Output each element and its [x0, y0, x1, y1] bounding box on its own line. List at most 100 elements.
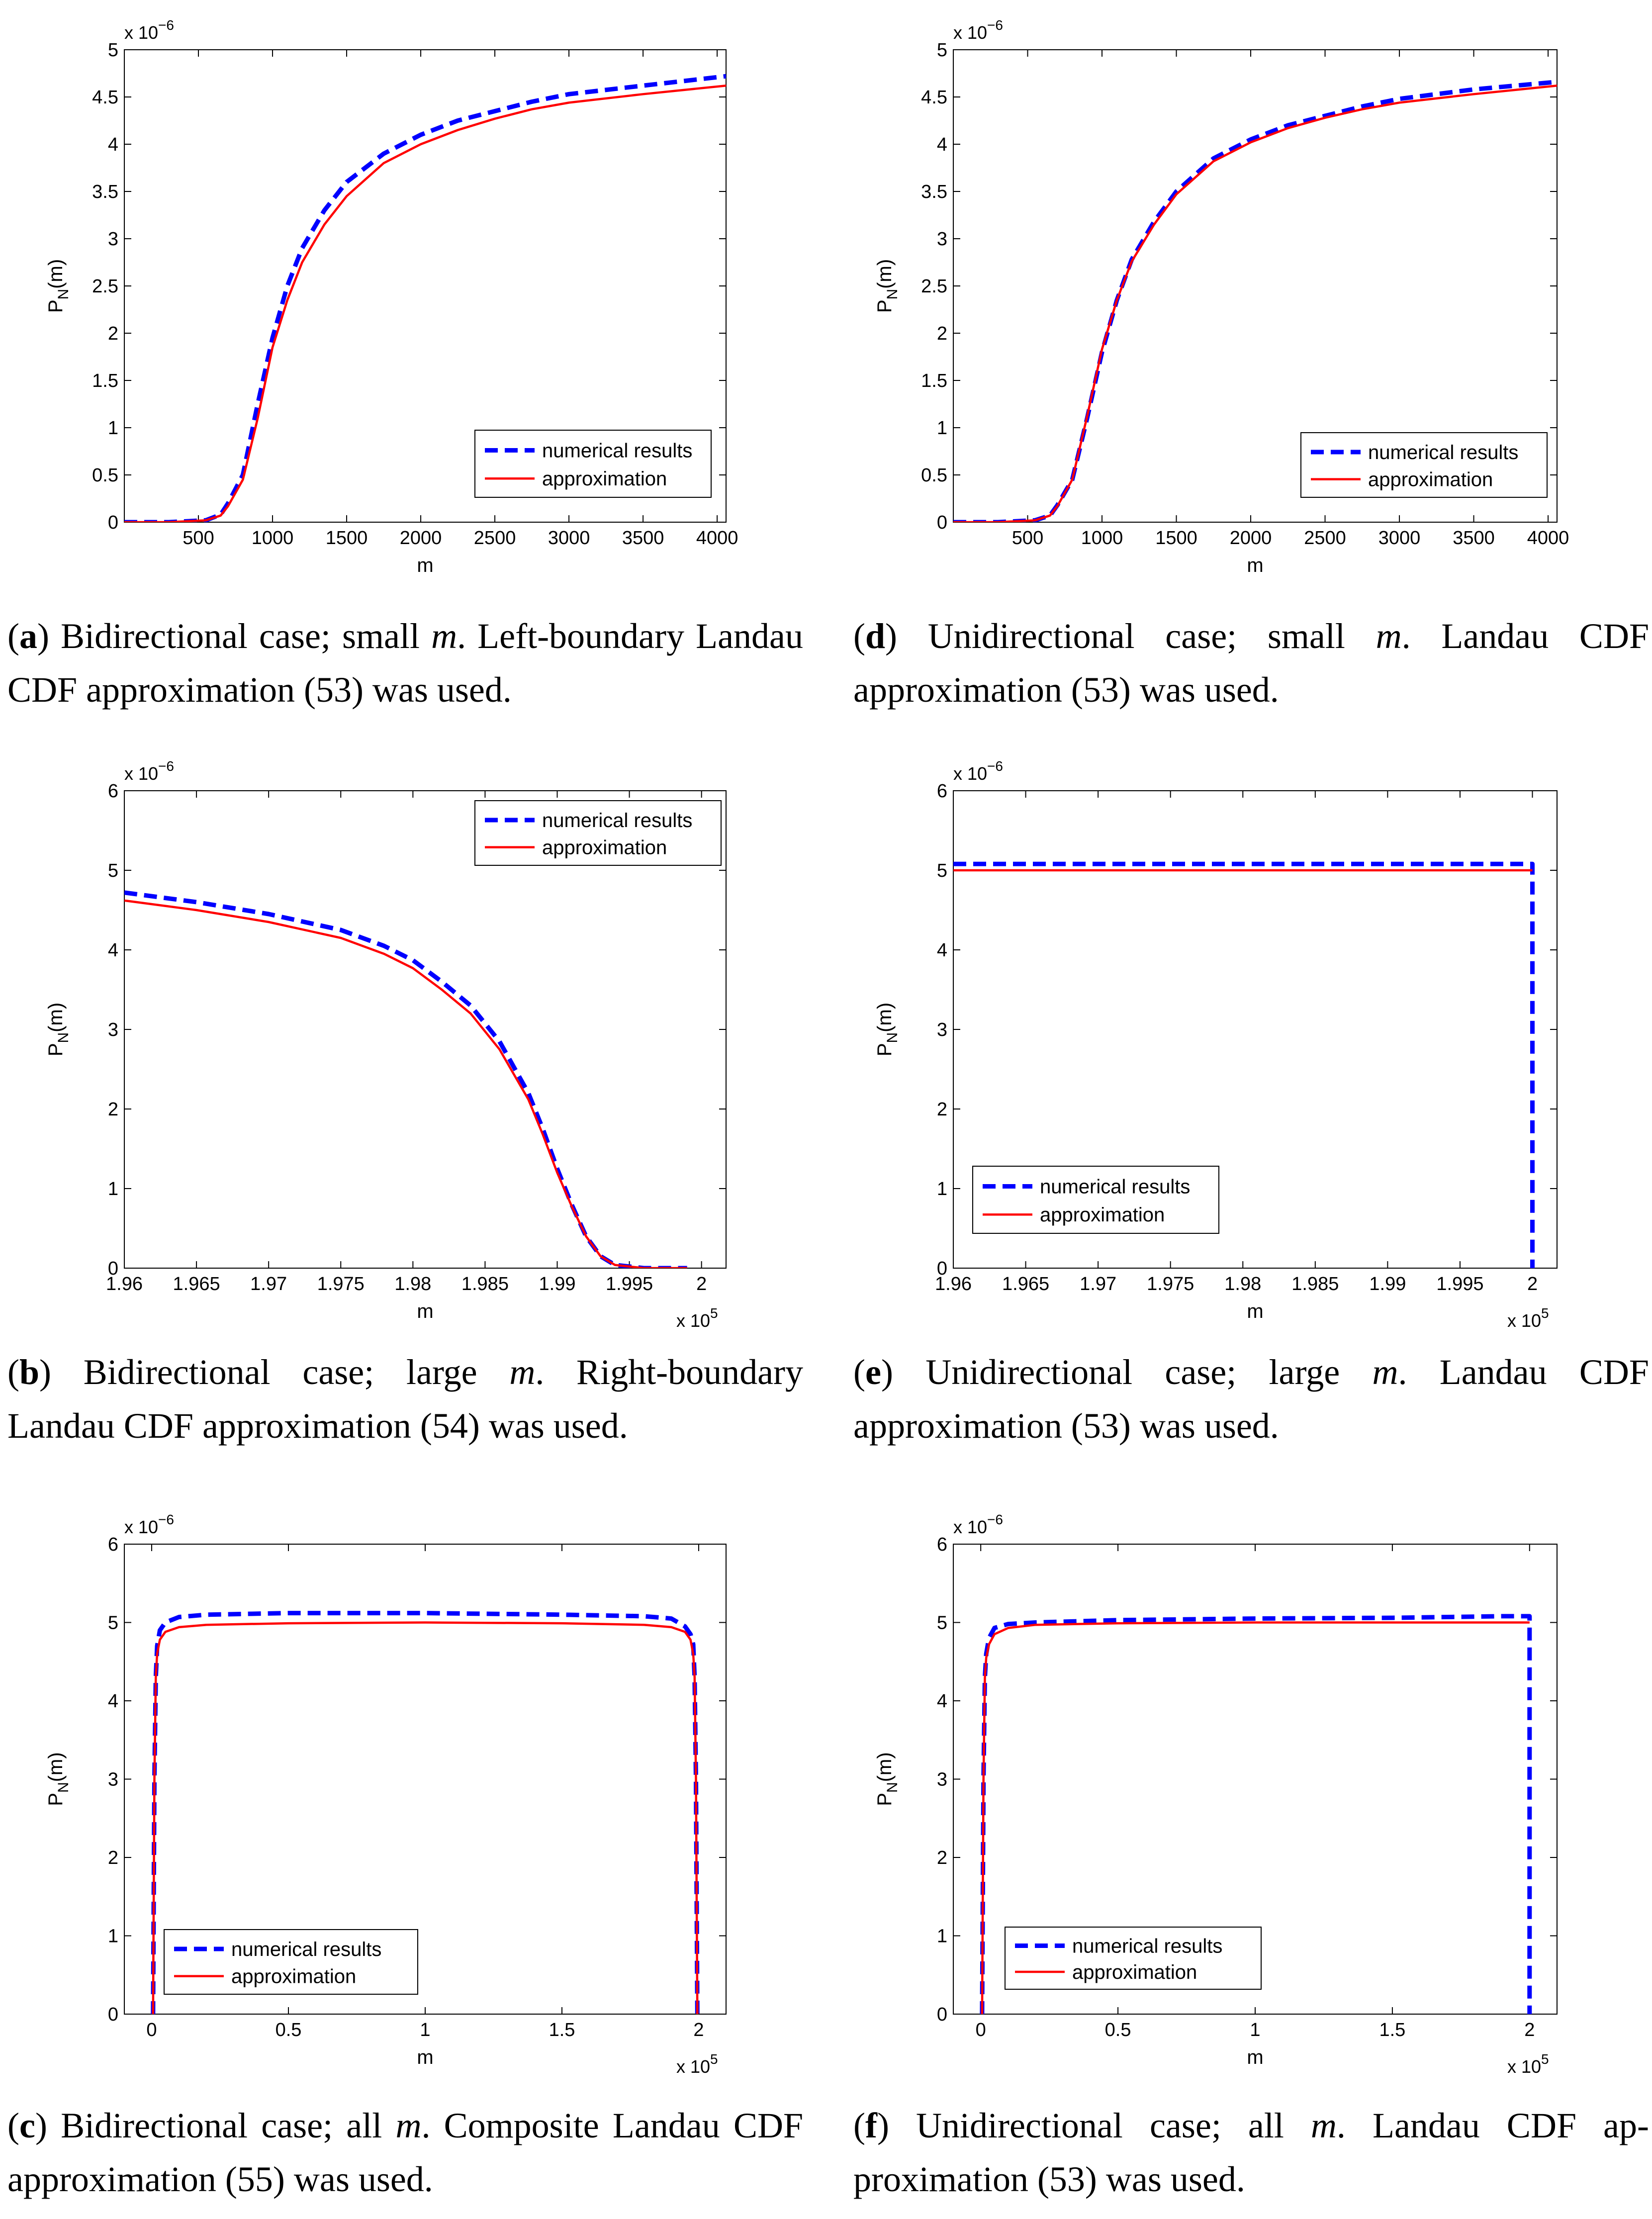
x-tick-label: 1.975	[317, 1274, 365, 1294]
y-exponent-label: x 10−6	[124, 758, 174, 784]
x-tick-label: 0	[976, 2020, 986, 2040]
y-tick-label: 1.5	[921, 370, 947, 391]
x-tick-label: 1.985	[1291, 1274, 1339, 1294]
y-tick-label: 2	[937, 1099, 947, 1120]
x-exponent-base: x 10	[676, 2056, 710, 2077]
caption-variable: m	[395, 2106, 422, 2145]
y-tick-label: 1	[108, 1926, 118, 1947]
y-exponent-label: x 10−6	[953, 1512, 1003, 1537]
x-axis-label: m	[417, 2046, 433, 2068]
series-numerical-results	[953, 861, 1535, 1268]
caption-e: (e) Unidirectional case; large m. Landau…	[853, 1352, 1649, 1446]
x-tick-label: 1.965	[173, 1274, 220, 1294]
legend-label: numerical results	[542, 810, 692, 832]
y-tick-label: 1	[937, 1179, 947, 1200]
caption-variable: m	[1376, 616, 1402, 656]
caption-text: . Landau CDF ap-	[1336, 2106, 1649, 2145]
x-tick-label: 0.5	[275, 2020, 302, 2040]
x-tick-label: 3000	[1378, 528, 1421, 549]
x-tick-label: 2	[696, 1274, 707, 1294]
y-exponent-label: x 10−6	[124, 1512, 174, 1537]
caption-variable: m	[431, 616, 458, 656]
x-axis-label: m	[417, 1300, 433, 1322]
y-axis-label: PN(m)	[874, 1752, 901, 1806]
caption-letter: b	[19, 1352, 40, 1392]
caption-text: . Landau CDF	[1398, 1352, 1649, 1392]
y-tick-label: 0	[108, 1258, 118, 1279]
series-numerical-results	[151, 1611, 700, 2014]
x-tick-label: 1.975	[1147, 1274, 1194, 1294]
panel-b: 1.96 1.965 1.97 1.975 1.98 1.985 1.99 1.995 2 0 1 2…	[0, 736, 826, 1492]
y-axis-label: PN(m)	[874, 1003, 901, 1056]
legend-label: numerical results	[1072, 1936, 1222, 1957]
legend-label: numerical results	[542, 440, 692, 462]
y-tick-label: 2.5	[921, 276, 947, 297]
legend-label: approximation	[231, 1966, 356, 1988]
y-tick-label: 4	[937, 940, 947, 961]
x-tick-label: 500	[1012, 528, 1043, 549]
x-axis-label: m	[1247, 2046, 1263, 2068]
y-tick-label: 0	[108, 2004, 118, 2025]
caption-text: Unidirectional case; small	[927, 616, 1376, 656]
y-tick-label: 5	[108, 1613, 118, 1634]
x-tick-label: 1.98	[1224, 1274, 1261, 1294]
series-approximation	[981, 1621, 1530, 2014]
y-exponent-base: x 10	[953, 22, 987, 43]
panel-a: 500 1000 1500 2000 2500 3000 3500 4000 0 0.5 1 1.5 2…	[0, 0, 826, 736]
caption-text: . Composite Landau	[421, 2106, 720, 2145]
chart-e: 1.96 1.965 1.97 1.975 1.98 1.985 1.99 1.995 2 0 1 2…	[874, 758, 1558, 1331]
x-tick-label: 1.99	[539, 1274, 576, 1294]
y-tick-label: 0	[108, 512, 118, 533]
legend-box	[1300, 432, 1548, 498]
x-exponent-label: x 105	[676, 1305, 718, 1331]
y-exponent-label: x 10−6	[953, 17, 1003, 43]
y-axis-label: PN(m)	[45, 259, 72, 313]
y-tick-label: 4	[108, 1691, 118, 1712]
legend-box	[474, 430, 712, 498]
series-approximation	[152, 1621, 699, 2014]
x-exponent-base: x 10	[1507, 2056, 1541, 2077]
legend-label: approximation	[1368, 469, 1493, 491]
x-tick-label: 4000	[696, 528, 738, 549]
legend-label: approximation	[542, 837, 667, 859]
caption-variable: m	[509, 1352, 536, 1392]
y-axis-label: PN(m)	[45, 1752, 72, 1806]
legend-label: approximation	[1040, 1204, 1165, 1226]
y-tick-label: 6	[108, 781, 118, 802]
x-axis-label: m	[1247, 1300, 1263, 1322]
series-approximation	[124, 899, 687, 1268]
x-tick-label: 1	[420, 2020, 430, 2040]
caption-d: (d) Unidirectional case; small m. Landau…	[853, 616, 1649, 710]
caption-b: (b) Bidirectional case; large m. Right-b…	[7, 1352, 803, 1446]
y-exponent-base: x 10	[953, 1517, 987, 1537]
x-tick-label: 1.99	[1369, 1274, 1406, 1294]
y-tick-label: 2.5	[92, 276, 118, 297]
legend-label: numerical results	[231, 1939, 381, 1960]
caption-text: proximation (53) was used.	[853, 2159, 1245, 2199]
x-exponent-power: 5	[1541, 1305, 1549, 1321]
caption-text: Unidirectional case; large	[925, 1352, 1373, 1392]
legend-label: approximation	[1072, 1961, 1197, 1983]
x-tick-label: 1.985	[461, 1274, 509, 1294]
y-tick-label: 1	[937, 418, 947, 439]
caption-letter: c	[19, 2106, 35, 2145]
x-tick-label: 1500	[1155, 528, 1197, 549]
caption-text: Bidirectional case; all	[61, 2106, 396, 2145]
x-exponent-power: 5	[710, 2051, 718, 2067]
x-tick-label: 500	[183, 528, 214, 549]
y-tick-label: 4.5	[92, 87, 118, 108]
y-tick-label: 0	[937, 512, 947, 533]
y-exponent-power: −6	[987, 758, 1003, 774]
x-exponent-label: x 105	[1507, 1305, 1549, 1331]
chart-b: 1.96 1.965 1.97 1.975 1.98 1.985 1.99 1.995 2 0 1 2…	[45, 758, 727, 1331]
chart-d: 500 1000 1500 2000 2500 3000 3500 4000 0 0.5 1 1.5 2…	[874, 17, 1569, 576]
y-exponent-label: x 10−6	[953, 758, 1003, 784]
y-tick-label: 0	[937, 2004, 947, 2025]
x-exponent-base: x 10	[676, 1310, 710, 1331]
y-tick-label: 6	[108, 1534, 118, 1555]
caption-text: CDF approximation (55) was used.	[7, 2106, 804, 2199]
y-tick-label: 1	[108, 1179, 118, 1200]
caption-text: Landau CDF approximation (53) was used.	[7, 616, 803, 710]
legend-label: numerical results	[1368, 442, 1518, 463]
caption-letter: e	[865, 1352, 881, 1392]
